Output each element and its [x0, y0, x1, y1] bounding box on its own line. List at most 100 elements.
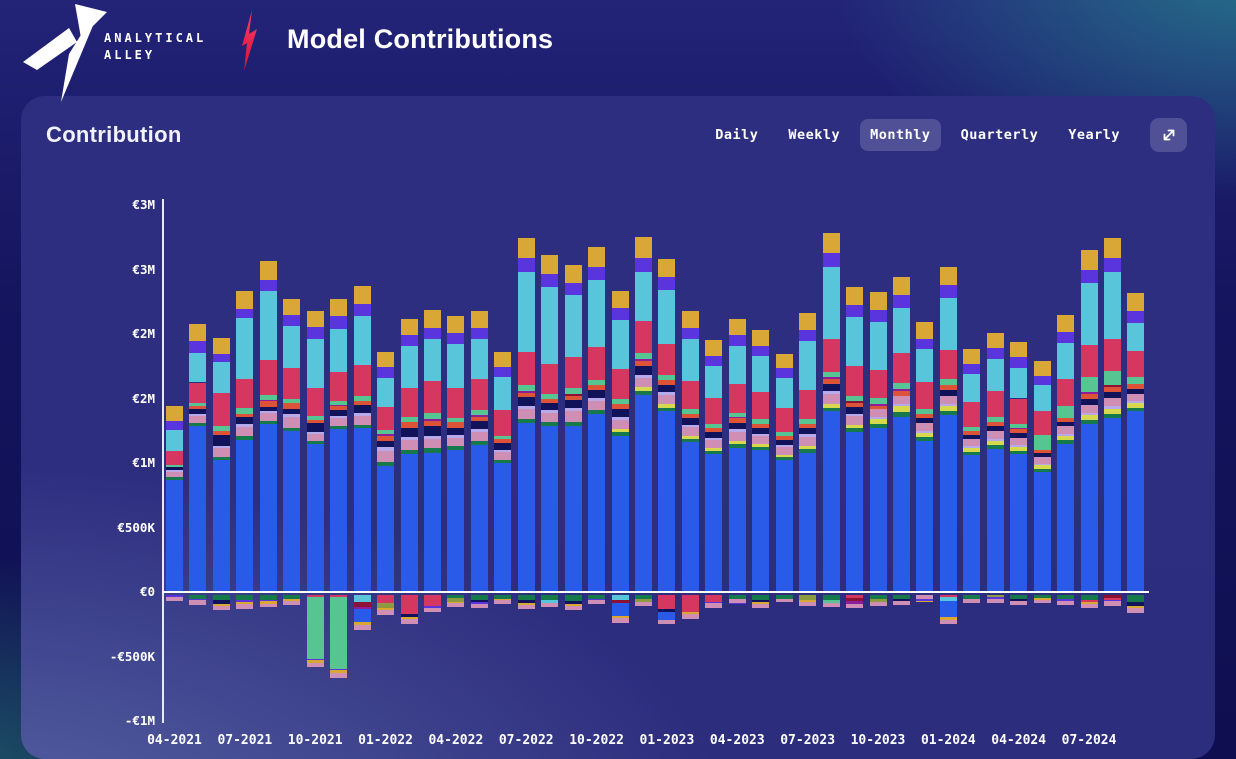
segment-neg-rose[interactable]	[212, 605, 230, 611]
segment-forest[interactable]	[846, 428, 864, 433]
segment-cyan[interactable]	[306, 338, 324, 388]
segment-mint[interactable]	[963, 426, 981, 432]
segment-neg-mint[interactable]	[330, 596, 348, 669]
segment-neg-purple[interactable]	[916, 599, 934, 601]
segment-orange[interactable]	[283, 403, 301, 409]
segment-orange[interactable]	[1010, 429, 1028, 434]
segment-gold[interactable]	[470, 310, 488, 329]
segment-purple[interactable]	[939, 285, 957, 299]
segment-forest[interactable]	[400, 450, 418, 454]
bar-02-2022[interactable]	[400, 205, 418, 721]
bar-06-2022[interactable]	[494, 205, 512, 721]
segment-crimson[interactable]	[892, 353, 910, 383]
segment-gold[interactable]	[986, 332, 1004, 349]
segment-forest[interactable]	[1080, 420, 1098, 425]
segment-gold[interactable]	[1127, 293, 1145, 311]
segment-neg-cyan[interactable]	[353, 595, 371, 603]
segment-cyan[interactable]	[283, 325, 301, 369]
segment-mint[interactable]	[330, 401, 348, 406]
segment-yellow[interactable]	[963, 448, 981, 453]
segment-rose[interactable]	[259, 413, 277, 422]
segment-rose[interactable]	[846, 416, 864, 426]
segment-neg-rose[interactable]	[189, 600, 207, 606]
segment-mint[interactable]	[517, 385, 535, 392]
segment-gold[interactable]	[236, 291, 254, 309]
segment-navy[interactable]	[611, 408, 629, 417]
segment-mint[interactable]	[283, 399, 301, 403]
segment-crimson[interactable]	[822, 339, 840, 372]
segment-gold[interactable]	[681, 311, 699, 328]
segment-crimson[interactable]	[1127, 350, 1145, 377]
segment-blue[interactable]	[705, 453, 723, 592]
bar-04-2021[interactable]	[166, 205, 183, 721]
segment-neg-magenta[interactable]	[353, 606, 371, 610]
segment-blue[interactable]	[916, 441, 934, 592]
segment-cyan[interactable]	[705, 366, 723, 399]
segment-neg-navy[interactable]	[1127, 602, 1145, 606]
segment-gold[interactable]	[1057, 315, 1075, 332]
segment-forest[interactable]	[775, 457, 793, 461]
segment-navy[interactable]	[1010, 433, 1028, 438]
segment-navy[interactable]	[775, 440, 793, 446]
tab-quarterly[interactable]: Quarterly	[951, 119, 1049, 151]
segment-lavender[interactable]	[447, 435, 465, 438]
segment-mint[interactable]	[1057, 406, 1075, 418]
segment-rose[interactable]	[189, 415, 207, 423]
segment-cyan[interactable]	[846, 316, 864, 366]
segment-mint[interactable]	[892, 383, 910, 390]
segment-orange[interactable]	[400, 422, 418, 429]
segment-cyan[interactable]	[212, 361, 230, 393]
segment-purple[interactable]	[1127, 310, 1145, 323]
segment-mint[interactable]	[775, 432, 793, 437]
bar-08-2024[interactable]	[1104, 205, 1121, 721]
segment-rose[interactable]	[1104, 398, 1121, 407]
segment-forest[interactable]	[283, 427, 301, 431]
segment-blue[interactable]	[564, 425, 582, 592]
segment-neg-rose[interactable]	[470, 603, 488, 608]
segment-purple[interactable]	[728, 334, 746, 346]
bar-09-2021[interactable]	[283, 205, 301, 721]
segment-mint[interactable]	[681, 409, 699, 414]
bar-01-2024[interactable]	[939, 205, 957, 721]
segment-orange[interactable]	[306, 419, 324, 424]
segment-blue[interactable]	[986, 448, 1004, 592]
segment-neg-rose[interactable]	[517, 604, 535, 609]
segment-orange[interactable]	[259, 401, 277, 408]
segment-purple[interactable]	[189, 341, 207, 353]
segment-rose[interactable]	[541, 412, 559, 422]
segment-purple[interactable]	[1057, 331, 1075, 343]
segment-crimson[interactable]	[846, 365, 864, 396]
segment-neg-rose[interactable]	[588, 600, 606, 605]
segment-cyan[interactable]	[869, 322, 887, 370]
segment-gold[interactable]	[166, 405, 183, 421]
segment-lavender[interactable]	[588, 398, 606, 402]
segment-rose[interactable]	[986, 431, 1004, 439]
segment-neg-blue[interactable]	[611, 602, 629, 616]
segment-neg-gold[interactable]	[564, 604, 582, 607]
segment-orange[interactable]	[1127, 384, 1145, 389]
segment-orange[interactable]	[494, 439, 512, 444]
segment-gold[interactable]	[939, 266, 957, 286]
segment-navy[interactable]	[423, 425, 441, 437]
segment-neg-gold[interactable]	[517, 602, 535, 605]
segment-neg-rose[interactable]	[775, 598, 793, 603]
segment-neg-purple[interactable]	[1104, 600, 1121, 602]
segment-crimson[interactable]	[470, 379, 488, 411]
segment-neg-rose[interactable]	[1080, 603, 1098, 608]
segment-blue[interactable]	[447, 450, 465, 592]
segment-forest[interactable]	[1104, 413, 1121, 418]
segment-neg-crimson[interactable]	[330, 595, 348, 597]
segment-neg-crimson[interactable]	[423, 595, 441, 606]
segment-rose[interactable]	[869, 409, 887, 418]
segment-yellow[interactable]	[658, 404, 676, 408]
segment-cyan[interactable]	[517, 271, 535, 352]
segment-mint[interactable]	[658, 375, 676, 381]
bar-05-2023[interactable]	[752, 205, 770, 721]
segment-magenta[interactable]	[728, 417, 746, 419]
segment-mint[interactable]	[869, 398, 887, 405]
segment-lavender[interactable]	[728, 429, 746, 433]
segment-rose[interactable]	[822, 393, 840, 404]
segment-rose[interactable]	[306, 433, 324, 441]
segment-orange[interactable]	[330, 406, 348, 411]
segment-yellow[interactable]	[846, 425, 864, 429]
